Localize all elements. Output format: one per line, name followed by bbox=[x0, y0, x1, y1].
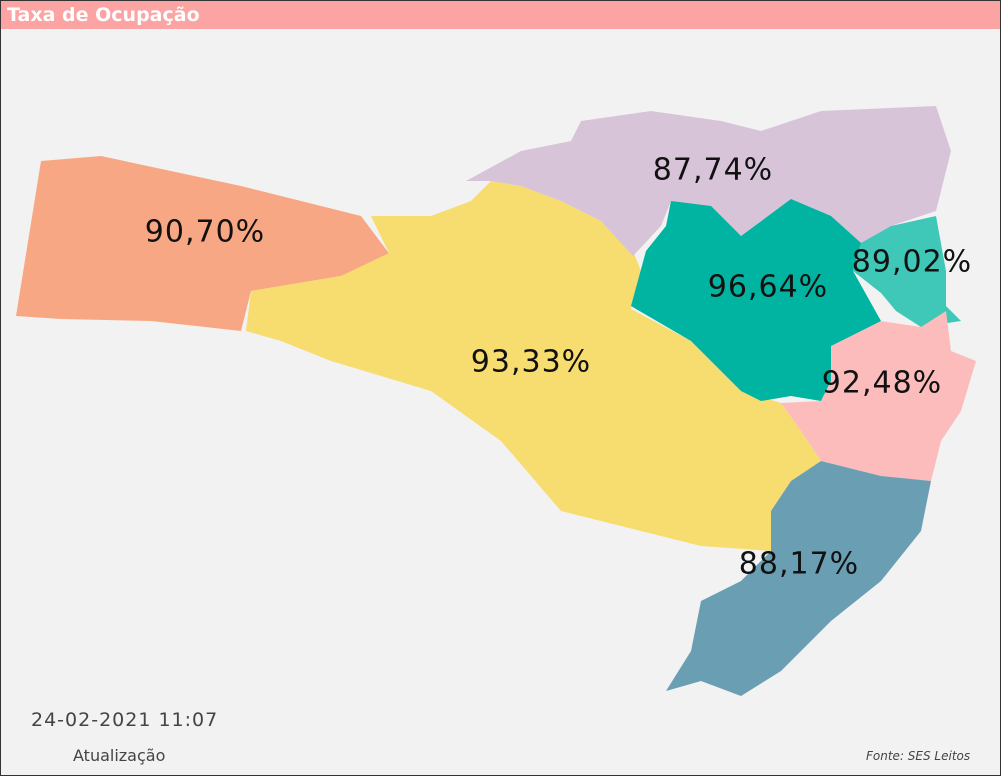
source: Fonte: SES Leitos bbox=[866, 749, 971, 763]
region bbox=[16, 156, 391, 331]
region-label: 92,48% bbox=[822, 366, 942, 401]
title: Taxa de Ocupação bbox=[7, 4, 200, 26]
region-label: 96,64% bbox=[708, 270, 828, 305]
timestamp-caption: Atualização bbox=[73, 746, 166, 765]
region bbox=[631, 199, 881, 401]
region-label: 90,70% bbox=[145, 215, 265, 250]
region-label: 88,17% bbox=[739, 547, 859, 582]
timestamp: 24-02-2021 11:07 bbox=[31, 709, 219, 731]
region-label: 89,02% bbox=[852, 245, 972, 280]
region bbox=[246, 181, 821, 551]
region bbox=[853, 216, 961, 327]
region bbox=[781, 311, 976, 481]
region-label: 93,33% bbox=[471, 345, 591, 380]
header: Taxa de Ocupação bbox=[1, 1, 1000, 29]
region-label: 87,74% bbox=[653, 153, 773, 188]
region bbox=[666, 461, 931, 696]
